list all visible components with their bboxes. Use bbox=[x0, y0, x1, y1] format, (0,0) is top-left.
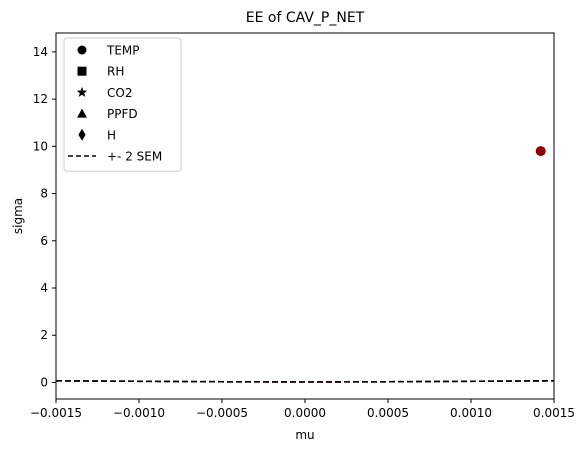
y-tick-label: 8 bbox=[40, 187, 48, 201]
y-axis: 0 2 4 6 8 10 12 14 bbox=[33, 45, 56, 389]
x-tick-label: 0.0015 bbox=[533, 406, 575, 420]
y-tick-label: 4 bbox=[40, 281, 48, 295]
x-tick-label: 0.0010 bbox=[450, 406, 492, 420]
y-tick-label: 6 bbox=[40, 234, 48, 248]
y-axis-label: sigma bbox=[11, 198, 25, 234]
legend-marker-diamond bbox=[78, 128, 86, 141]
legend-label: +- 2 SEM bbox=[107, 150, 162, 164]
y-tick-label: 12 bbox=[33, 92, 48, 106]
sem-line-2 bbox=[56, 380, 554, 383]
legend-marker-star bbox=[76, 86, 88, 97]
x-tick-label: 0.0005 bbox=[367, 406, 409, 420]
legend-label: H bbox=[107, 128, 116, 142]
chart-title: EE of CAV_P_NET bbox=[246, 10, 365, 26]
legend-label: TEMP bbox=[106, 44, 140, 58]
plot-series bbox=[56, 146, 554, 383]
x-tick-label: −0.0005 bbox=[196, 406, 248, 420]
legend-label: CO2 bbox=[107, 86, 132, 100]
legend-box bbox=[63, 37, 182, 172]
x-axis: −0.0015 −0.0010 −0.0005 0.0000 0.0005 0.0010 0… bbox=[30, 399, 575, 420]
data-point-1 bbox=[535, 146, 546, 157]
y-tick-label: 2 bbox=[40, 328, 48, 342]
legend-marker-triangle bbox=[77, 108, 87, 118]
x-tick-label: −0.0010 bbox=[113, 406, 165, 420]
legend-marker-circle bbox=[77, 45, 87, 55]
y-tick-label: 0 bbox=[40, 375, 48, 389]
x-axis-label: mu bbox=[295, 428, 314, 442]
y-tick-label: 10 bbox=[33, 139, 48, 153]
legend-label: RH bbox=[107, 65, 124, 79]
plot-content bbox=[56, 146, 554, 383]
x-tick-label: 0.0000 bbox=[284, 406, 326, 420]
y-tick-label: 14 bbox=[33, 45, 48, 59]
x-tick-label: −0.0015 bbox=[30, 406, 82, 420]
legend-label: PPFD bbox=[107, 107, 138, 121]
legend: TEMP RH CO2 PPFD H +- 2 SEM bbox=[63, 37, 182, 172]
legend-marker-square bbox=[77, 66, 87, 76]
